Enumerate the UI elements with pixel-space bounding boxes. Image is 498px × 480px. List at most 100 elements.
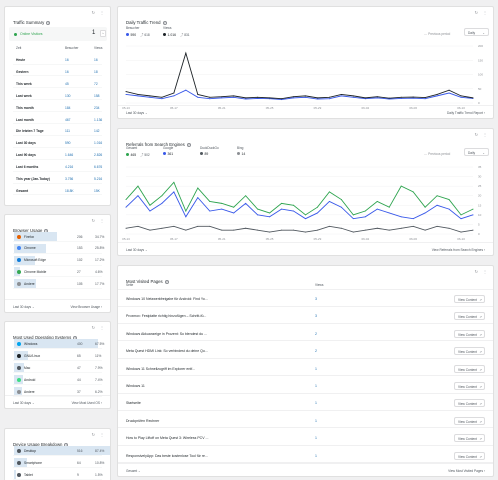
view-content-button[interactable]: View Content ↗	[454, 347, 485, 356]
data-point[interactable]	[460, 96, 462, 98]
data-point[interactable]	[364, 98, 366, 100]
data-point[interactable]	[245, 227, 247, 229]
data-point[interactable]	[185, 52, 187, 54]
data-point[interactable]	[400, 97, 402, 99]
data-point[interactable]	[304, 218, 306, 220]
data-point[interactable]	[125, 227, 127, 229]
menu-dots-icon[interactable]: ⋮	[100, 218, 104, 223]
data-point[interactable]	[233, 96, 235, 98]
data-point[interactable]	[436, 225, 438, 227]
data-point[interactable]	[460, 218, 462, 220]
info-icon[interactable]: ?	[164, 280, 169, 284]
data-point[interactable]	[185, 89, 187, 91]
data-point[interactable]	[197, 197, 199, 199]
data-point[interactable]	[209, 200, 211, 202]
data-point[interactable]	[125, 206, 127, 208]
data-point[interactable]	[352, 95, 354, 97]
view-os-link[interactable]: View Most Used OS ›	[71, 401, 102, 405]
view-content-button[interactable]: View Content ↗	[454, 451, 485, 460]
data-point[interactable]	[269, 231, 271, 233]
data-point[interactable]	[316, 98, 318, 100]
data-point[interactable]	[448, 208, 450, 210]
data-point[interactable]	[281, 99, 283, 101]
data-point[interactable]	[400, 216, 402, 218]
menu-dots-icon[interactable]: ⋮	[483, 132, 487, 137]
data-point[interactable]	[436, 95, 438, 97]
data-point[interactable]	[257, 97, 259, 99]
data-point[interactable]	[424, 229, 426, 231]
data-point[interactable]	[424, 97, 426, 99]
data-point[interactable]	[149, 95, 151, 97]
data-point[interactable]	[316, 206, 318, 208]
view-pages-link[interactable]: View Most Visited Pages ›	[448, 469, 485, 473]
data-point[interactable]	[197, 187, 199, 189]
data-point[interactable]	[436, 204, 438, 206]
data-point[interactable]	[137, 185, 139, 187]
data-point[interactable]	[328, 96, 330, 98]
legend-item[interactable]: Bing 14	[237, 146, 245, 156]
data-point[interactable]	[352, 96, 354, 98]
refresh-icon[interactable]: ↻	[474, 269, 478, 274]
legend-item[interactable]: Views 1.016 ⤴831	[163, 26, 190, 37]
data-point[interactable]	[281, 229, 283, 231]
view-content-button[interactable]: View Content ↗	[454, 434, 485, 443]
view-content-button[interactable]: View Content ↗	[454, 416, 485, 425]
data-point[interactable]	[412, 191, 414, 193]
period-select[interactable]: Last 30 days	[126, 111, 145, 115]
data-point[interactable]	[424, 98, 426, 100]
menu-dots-icon[interactable]: ⋮	[100, 10, 104, 15]
data-point[interactable]	[472, 229, 474, 231]
data-point[interactable]	[185, 210, 187, 212]
data-point[interactable]	[340, 199, 342, 201]
view-referrals-link[interactable]: View Referrals from Search Engines ›	[431, 248, 485, 252]
data-point[interactable]	[388, 98, 390, 100]
refresh-icon[interactable]: ↻	[474, 10, 478, 15]
refresh-icon[interactable]: ↻	[91, 10, 95, 15]
page-title[interactable]: How to Play Liftoff on Meta Quest 3: Wir…	[126, 436, 209, 441]
data-point[interactable]	[221, 96, 223, 98]
page-title[interactable]: Windows Akkuanzeige in Prozent: So blend…	[126, 331, 207, 336]
data-point[interactable]	[125, 91, 127, 93]
data-point[interactable]	[257, 96, 259, 98]
data-point[interactable]	[281, 202, 283, 204]
data-point[interactable]	[245, 202, 247, 204]
views-value[interactable]: 1.016	[94, 141, 103, 146]
page-title[interactable]: ResponsivelyApp: Das beste kostenlose To…	[126, 453, 208, 458]
data-point[interactable]	[221, 202, 223, 204]
data-point[interactable]	[161, 195, 163, 197]
data-point[interactable]	[316, 97, 318, 99]
data-point[interactable]	[316, 229, 318, 231]
period-select[interactable]: Gesamt	[126, 469, 138, 473]
data-point[interactable]	[197, 93, 199, 95]
data-point[interactable]	[173, 225, 175, 227]
data-point[interactable]	[472, 97, 474, 99]
page-title[interactable]: Windows 11	[126, 384, 145, 388]
menu-dots-icon[interactable]: ⋮	[100, 432, 104, 437]
data-point[interactable]	[340, 95, 342, 97]
data-point[interactable]	[293, 210, 295, 212]
page-title[interactable]: Startseite	[126, 401, 141, 406]
data-point[interactable]	[173, 191, 175, 193]
data-point[interactable]	[149, 229, 151, 231]
data-point[interactable]	[436, 195, 438, 197]
data-point[interactable]	[376, 227, 378, 229]
visitors-value[interactable]: 18.8K	[65, 188, 74, 193]
period-select[interactable]: Last 30 days	[13, 305, 32, 309]
data-point[interactable]	[245, 195, 247, 197]
views-value[interactable]: 18	[94, 69, 98, 74]
online-visitors-button[interactable]: ›	[100, 30, 106, 37]
data-point[interactable]	[448, 227, 450, 229]
data-point[interactable]	[316, 212, 318, 214]
visitors-value[interactable]: 467	[65, 117, 71, 122]
data-point[interactable]	[137, 225, 139, 227]
views-value[interactable]: 5.216	[94, 177, 103, 181]
info-icon[interactable]: ?	[186, 143, 191, 147]
data-point[interactable]	[221, 208, 223, 210]
data-point[interactable]	[293, 96, 295, 98]
data-point[interactable]	[400, 96, 402, 98]
data-point[interactable]	[400, 185, 402, 187]
previous-period-toggle[interactable]: ⋯ Previous period	[424, 152, 451, 156]
refresh-icon[interactable]: ↻	[91, 432, 95, 437]
views-value[interactable]: 2.826	[94, 153, 103, 158]
data-point[interactable]	[424, 206, 426, 208]
